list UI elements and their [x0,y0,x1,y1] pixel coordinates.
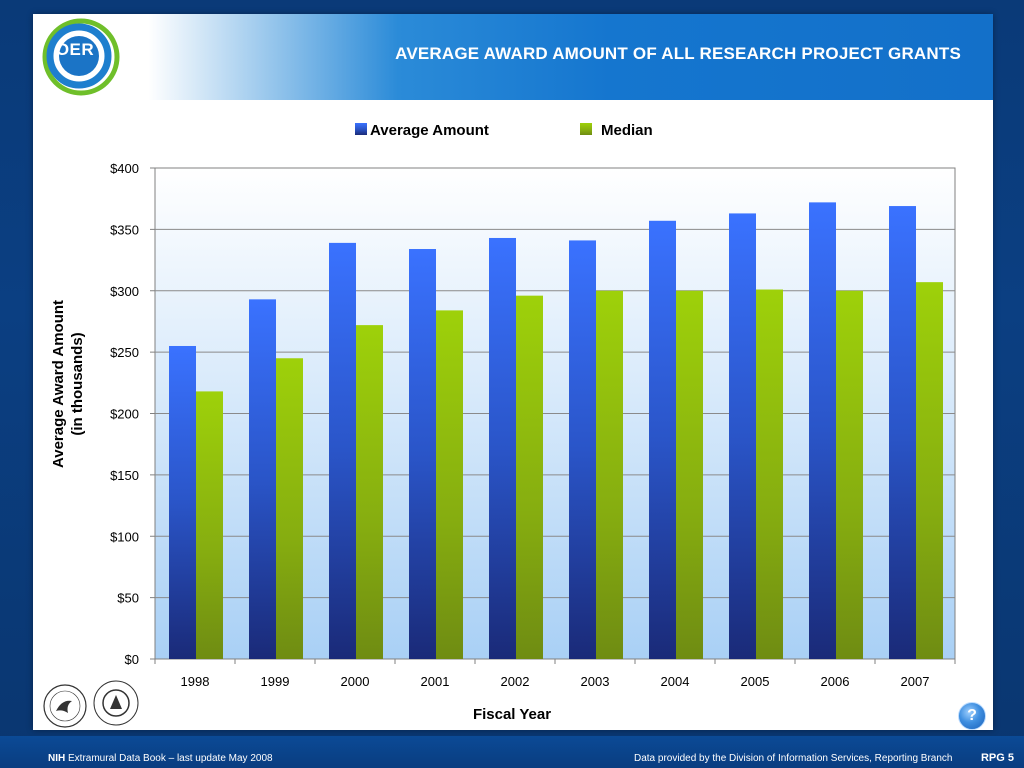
x-tick-label: 2003 [581,674,610,689]
x-tick-label: 2005 [741,674,770,689]
y-tick-label: $50 [117,591,139,606]
y-tick-label: $150 [110,468,139,483]
legend-label-average: Average Amount [370,122,489,139]
y-tick-label: $200 [110,407,139,422]
footer-left: NIH Extramural Data Book – last update M… [48,753,273,764]
x-tick-label: 2006 [821,674,850,689]
legend-label-median: Median [601,122,653,139]
bar-median [596,290,623,659]
y-axis-label-line1: Average Award Amount [50,300,67,468]
bar-average [649,220,676,659]
legend-swatch-average [355,123,367,135]
bar-average [489,237,516,659]
bar-median [196,391,223,659]
header-banner: OER AVERAGE AWARD AMOUNT OF ALL RESEARCH… [33,14,993,100]
y-tick-label: $400 [110,161,139,176]
bar-median [756,289,783,659]
bar-average [569,240,596,660]
x-tick-label: 2002 [501,674,530,689]
bar-median [836,290,863,659]
x-tick-label: 2004 [661,674,690,689]
bar-median [356,325,383,659]
nih-seal-icon [93,680,139,726]
bar-average [249,299,276,659]
help-button[interactable]: ? [958,702,986,730]
x-tick-label: 2007 [901,674,930,689]
bar-average [729,213,756,660]
x-tick-label: 2001 [421,674,450,689]
x-axis-label: Fiscal Year [473,706,551,723]
y-tick-label: $0 [125,652,139,667]
logo-text: OER [55,40,95,59]
x-tick-label: 1999 [261,674,290,689]
legend-swatch-median [580,123,592,135]
footer-nih: NIH [48,753,66,764]
bar-median [436,310,463,659]
bar-average [409,249,436,659]
footer-bar: NIH Extramural Data Book – last update M… [0,736,1024,768]
y-axis-label-line2: (in thousands) [69,332,86,435]
y-tick-label: $100 [110,529,139,544]
bar-median [276,358,303,659]
y-tick-label: $300 [110,284,139,299]
footer-source: Data provided by the Division of Informa… [634,753,953,764]
page-title: AVERAGE AWARD AMOUNT OF ALL RESEARCH PRO… [395,44,961,63]
oer-logo-icon [42,18,120,96]
page-number: RPG 5 [980,752,1014,764]
bar-average [329,242,356,659]
y-tick-label: $350 [110,222,139,237]
bar-average [889,206,916,660]
bar-average [809,202,836,659]
bar-median [516,295,543,659]
hhs-seal-icon [43,684,87,728]
x-tick-label: 2000 [341,674,370,689]
x-tick-label: 1998 [181,674,210,689]
bar-average [169,345,196,659]
bar-median [916,282,943,659]
bar-median [676,290,703,659]
footer-left-text: Extramural Data Book – last update May 2… [65,753,273,764]
y-tick-label: $250 [110,345,139,360]
